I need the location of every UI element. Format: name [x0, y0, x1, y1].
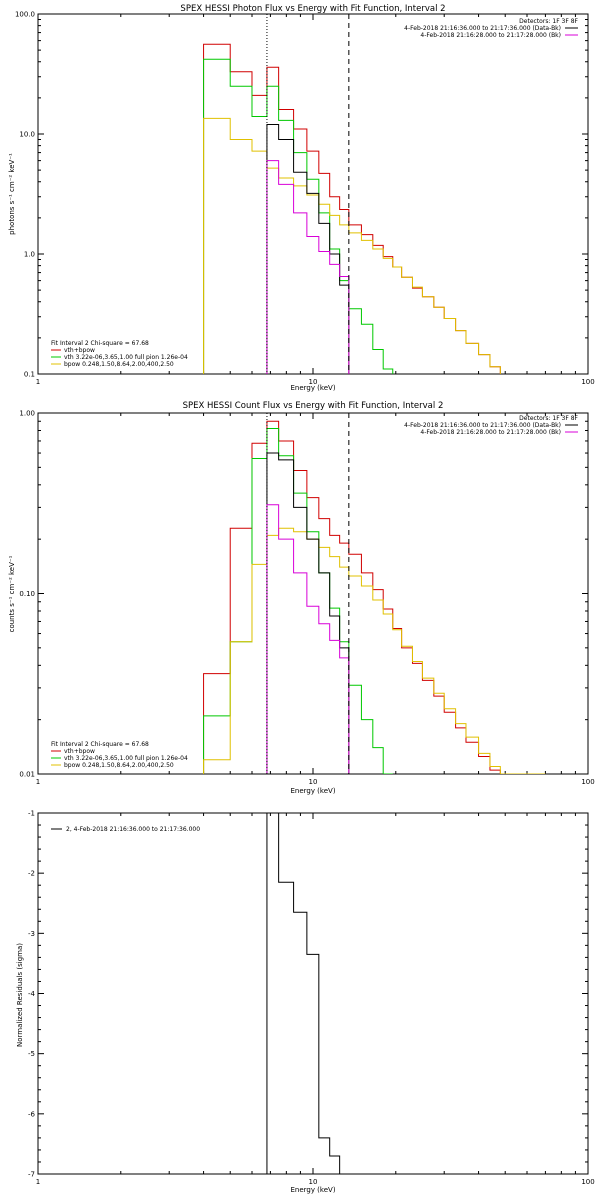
- y-axis-label: photons s⁻¹ cm⁻² keV⁻¹: [8, 153, 16, 235]
- y-tick-label: 0.1: [24, 371, 35, 379]
- y-tick-label: 10.0: [19, 131, 35, 139]
- detectors-label: Detectors: 1F 3F 8F: [519, 18, 578, 25]
- count-flux-panel: SPEX HESSI Count Flux vs Energy with Fit…: [8, 401, 595, 795]
- x-tick-label: 10: [309, 1178, 318, 1186]
- x-axis-label: Energy (keV): [290, 787, 335, 795]
- legend-label-vth: vth 3.22e-06,3.65,1.00 full pion 1.26e-0…: [64, 755, 188, 762]
- y-tick-label: 1.0: [24, 251, 35, 259]
- series-bpow: [203, 527, 546, 774]
- residuals-panel: Energy (keV) Normalized Residuals (sigma…: [16, 810, 595, 1195]
- y-tick-label: -6: [28, 1110, 36, 1118]
- y-tick-label: -4: [28, 990, 36, 998]
- legend-top-label-data: 4-Feb-2018 21:16:36.000 to 21:17:36.000 …: [404, 422, 561, 429]
- y-tick-label: 1.00: [19, 410, 35, 418]
- x-tick-label: 1: [36, 778, 40, 786]
- y-tick-label: -1: [28, 810, 35, 818]
- series-background: [266, 504, 350, 774]
- y-tick-label: 0.01: [19, 771, 35, 779]
- plot-frame: [37, 812, 589, 1175]
- x-tick-label: 1: [36, 1178, 40, 1186]
- series-bpow: [203, 117, 501, 374]
- legend-label-residuals: 2, 4-Feb-2018 21:16:36.000 to 21:17:36.0…: [66, 826, 200, 833]
- y-tick-label: 100.0: [15, 11, 35, 19]
- series-background: [266, 160, 350, 374]
- legend-top-label-data: 4-Feb-2018 21:16:36.000 to 21:17:36.000 …: [404, 25, 561, 32]
- x-tick-label: 1: [36, 378, 40, 386]
- plot-frame: [37, 412, 589, 775]
- fit-info: Fit Interval 2 Chi-square = 67.68: [51, 741, 149, 748]
- legend-top-label-background: 4-Feb-2018 21:16:28.000 to 21:17:28.000 …: [420, 429, 561, 436]
- y-axis-label: Normalized Residuals (sigma): [16, 943, 24, 1047]
- legend-label-bpow: bpow 0.248,1.50,8.64,2.00,400,2.50: [64, 361, 174, 368]
- series-data: [266, 813, 349, 1174]
- legend-label-vth: vth 3.22e-06,3.65,1.00 full pion 1.26e-0…: [64, 354, 188, 361]
- y-axis-label: counts s⁻¹ cm⁻² keV⁻¹: [8, 555, 16, 632]
- series-layer: [266, 813, 349, 1174]
- panel-title: SPEX HESSI Photon Flux vs Energy with Fi…: [180, 4, 445, 14]
- x-tick-label: 10: [309, 378, 318, 386]
- y-tick-label: -3: [28, 930, 35, 938]
- series-data: [266, 452, 350, 774]
- series-vth: [203, 58, 394, 374]
- x-axis-label: Energy (keV): [290, 1186, 335, 1194]
- legend-label-total: vth+bpow: [64, 748, 95, 755]
- detectors-label: Detectors: 1F 3F 8F: [519, 415, 578, 422]
- fit-info: Fit Interval 2 Chi-square = 67.68: [51, 340, 149, 347]
- y-tick-label: -2: [28, 870, 35, 878]
- series-total: [203, 420, 546, 774]
- legend-label-total: vth+bpow: [64, 347, 95, 354]
- panel-title: SPEX HESSI Count Flux vs Energy with Fit…: [183, 401, 444, 411]
- series-layer: [203, 43, 501, 374]
- y-tick-label: -5: [28, 1050, 35, 1058]
- legend-top-label-background: 4-Feb-2018 21:16:28.000 to 21:17:28.000 …: [420, 32, 561, 39]
- y-tick-label: -7: [28, 1171, 35, 1179]
- plot-frame: [37, 13, 589, 375]
- series-layer: [203, 420, 546, 774]
- y-tick-label: 0.10: [19, 590, 35, 598]
- x-tick-label: 100: [581, 778, 594, 786]
- photon-flux-panel: SPEX HESSI Photon Flux vs Energy with Fi…: [8, 4, 595, 392]
- x-tick-label: 100: [581, 378, 594, 386]
- x-tick-label: 100: [581, 1178, 594, 1186]
- legend-label-bpow: bpow 0.248,1.50,8.64,2.00,400,2.50: [64, 762, 174, 769]
- x-tick-label: 10: [309, 778, 318, 786]
- x-axis-label: Energy (keV): [290, 384, 335, 392]
- series-vth: [203, 428, 393, 774]
